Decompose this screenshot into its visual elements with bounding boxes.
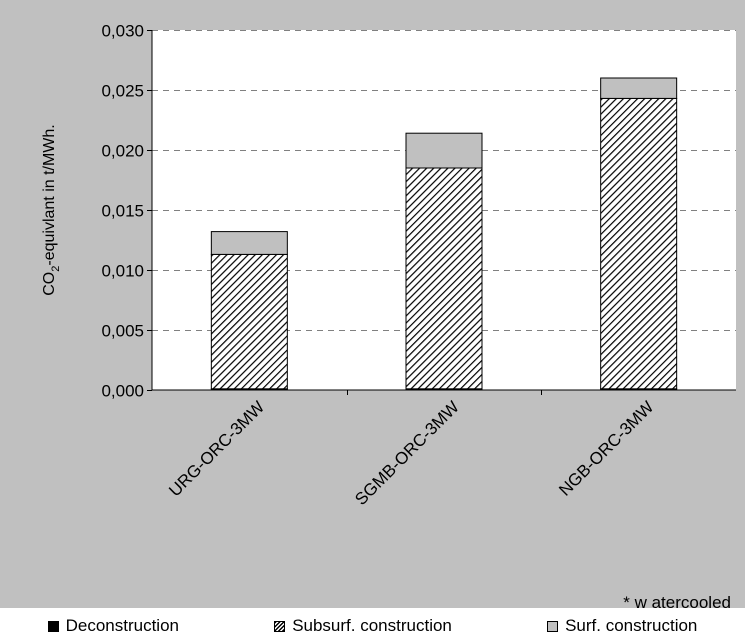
- legend-label-surf: Surf. construction: [565, 616, 698, 635]
- y-tick-label: 0,005: [101, 322, 144, 341]
- bar-segment-surf-construction: [600, 77, 678, 99]
- y-tick-label: 0,010: [101, 262, 144, 281]
- y-tick-label: 0,030: [101, 22, 144, 41]
- bar-segment-surf-construction: [405, 132, 483, 169]
- legend-item-surf: Surf. construction: [547, 616, 697, 636]
- legend-swatch-deconstruction: [47, 620, 59, 632]
- y-tick-label: 0,000: [101, 382, 144, 401]
- bars: [210, 77, 678, 391]
- legend-item-subsurf: Subsurf. construction: [274, 616, 452, 636]
- y-axis-title: CO2-equivlant in t/MWh.: [41, 124, 62, 296]
- bar-segment-subsurf-construction: [600, 97, 678, 390]
- bar-segment-subsurf-construction: [405, 167, 483, 390]
- legend-label-subsurf: Subsurf. construction: [292, 616, 452, 635]
- y-tick-labels: 0,000 0,005 0,010 0,015 0,020 0,025 0,030: [101, 22, 144, 401]
- legend-swatch-subsurf: [274, 620, 286, 632]
- legend: Deconstruction Subsurf. construction Sur…: [0, 608, 745, 644]
- y-tick-label: 0,025: [101, 82, 144, 101]
- legend-label-deconstruction: Deconstruction: [65, 616, 179, 635]
- x-category-label: NGB-ORC-3MW: [555, 397, 657, 499]
- bar-chart: 0,000 0,005 0,010 0,015 0,020 0,025 0,030 URG-…: [41, 22, 736, 509]
- x-category-label: SGMB-ORC-3MW: [351, 397, 463, 509]
- bar-segment-subsurf-construction: [210, 253, 288, 390]
- bar-segment-surf-construction: [210, 231, 288, 255]
- y-tick-label: 0,015: [101, 202, 144, 221]
- axes: [147, 30, 736, 395]
- x-category-label: URG-ORC-3MW: [165, 397, 268, 500]
- category-labels: URG-ORC-3MW SGMB-ORC-3MW NGB-ORC-3MW: [165, 397, 657, 509]
- y-tick-label: 0,020: [101, 142, 144, 161]
- legend-item-deconstruction: Deconstruction: [47, 616, 179, 636]
- legend-swatch-surf: [547, 620, 559, 632]
- footnote: * w atercooled: [623, 593, 731, 612]
